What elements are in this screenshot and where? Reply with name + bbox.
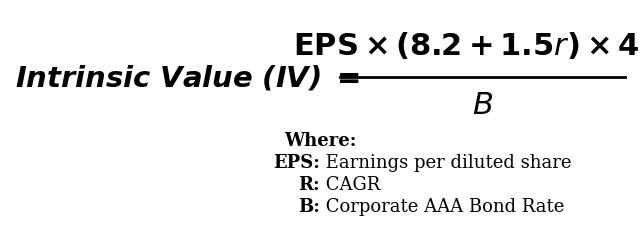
Text: $\mathbfit{Intrinsic\ Value\ (IV)\ =}$: $\mathbfit{Intrinsic\ Value\ (IV)\ =}$ [15,63,360,92]
Text: $\mathbf{EPS \times (8.2 + 1.5\mathit{r}) \times 4.4}$: $\mathbf{EPS \times (8.2 + 1.5\mathit{r}… [293,30,640,61]
Text: R:: R: [298,175,320,193]
Text: CAGR: CAGR [320,175,380,193]
Text: Earnings per diluted share: Earnings per diluted share [320,153,572,171]
Text: Where:: Where: [284,132,356,149]
Text: EPS:: EPS: [273,153,320,171]
Text: B:: B: [298,197,320,215]
Text: Corporate AAA Bond Rate: Corporate AAA Bond Rate [320,197,564,215]
Text: $\mathbf{\mathit{B}}$: $\mathbf{\mathit{B}}$ [472,90,493,121]
